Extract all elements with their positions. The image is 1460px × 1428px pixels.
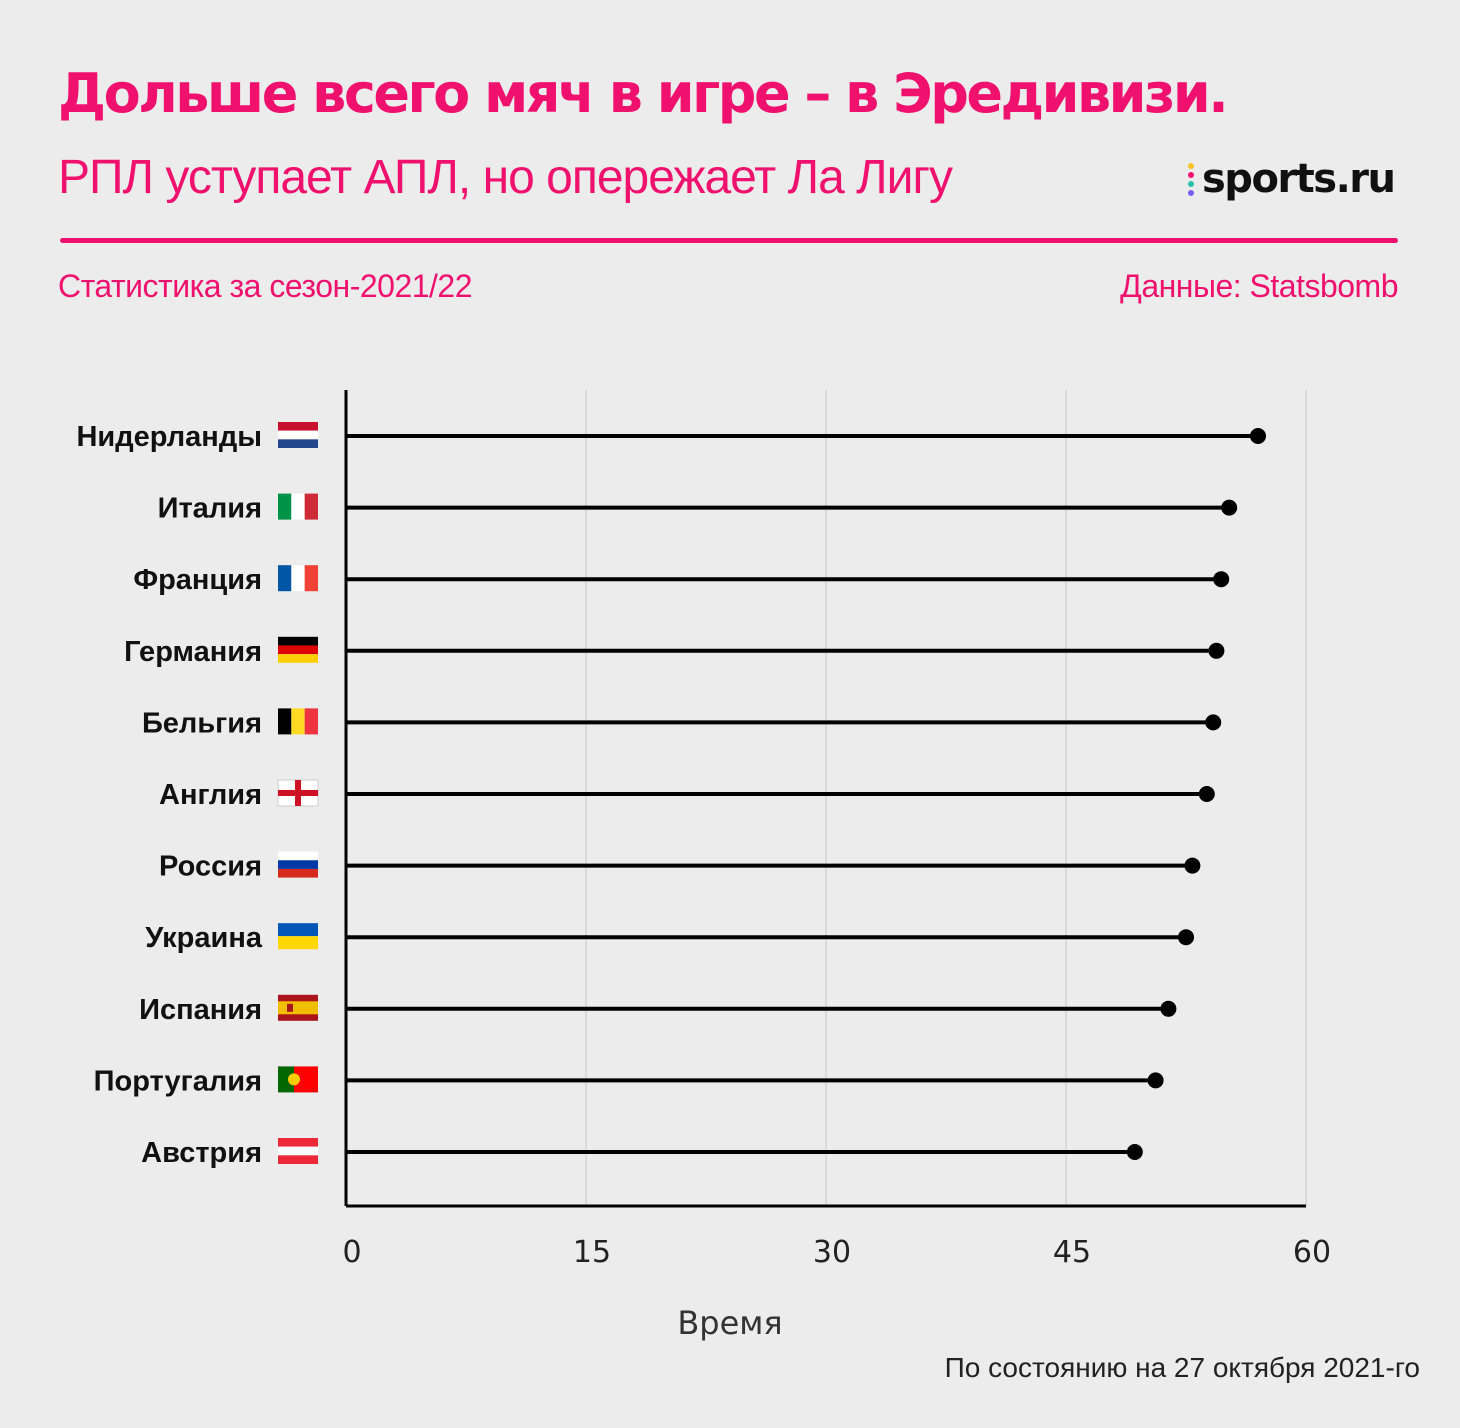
flag-stripe xyxy=(278,936,318,950)
flag-cross xyxy=(278,790,318,796)
flag-stripe xyxy=(278,1138,318,1147)
italy-flag xyxy=(278,493,318,520)
chart-title: Дольше всего мяч в игре – в Эредивизи. xyxy=(58,62,1229,125)
england-flag xyxy=(277,779,319,807)
category-label: Португалия xyxy=(94,1065,262,1097)
austria-flag xyxy=(278,1138,318,1164)
flag-stripe xyxy=(278,645,318,655)
flag-stripe xyxy=(291,493,305,520)
ukraine-flag xyxy=(278,923,318,950)
x-tick-label: 0 xyxy=(342,1235,361,1270)
lollipop-dot xyxy=(1198,786,1215,802)
logo-dots-icon xyxy=(1188,162,1194,196)
category-label: Франция xyxy=(133,564,262,596)
category-label: Италия xyxy=(158,493,262,525)
germany-flag xyxy=(278,636,318,663)
netherlands-flag xyxy=(278,422,318,448)
category-label: Испания xyxy=(139,994,262,1026)
header-divider xyxy=(60,238,1398,243)
lollipop-dot xyxy=(1208,642,1225,659)
flag-stripe xyxy=(278,422,318,431)
category-label: Германия xyxy=(124,636,262,668)
footnote: По состоянию на 27 октября 2021-го xyxy=(944,1352,1420,1383)
flag-stripe xyxy=(278,654,318,663)
flag-stripe xyxy=(304,493,318,520)
flag-stripe xyxy=(278,1001,318,1015)
flag-stripe xyxy=(304,708,318,735)
belgium-flag xyxy=(278,708,318,735)
x-tick-label: 45 xyxy=(1053,1235,1091,1270)
flag-stripe xyxy=(278,565,292,592)
season-label: Статистика за сезон-2021/22 xyxy=(58,268,473,304)
flag-stripe xyxy=(291,565,305,592)
flag-stripe xyxy=(278,430,318,440)
lollipop-dot xyxy=(1160,1000,1177,1017)
flag-stripe xyxy=(278,868,318,878)
category-label: Нидерланды xyxy=(76,421,262,453)
lollipop-dot xyxy=(1213,571,1230,588)
x-tick-label: 15 xyxy=(573,1235,611,1270)
category-label: Бельгия xyxy=(142,707,262,739)
spain-flag xyxy=(278,994,318,1021)
flag-emblem xyxy=(287,1003,293,1012)
portugal-flag xyxy=(278,1066,318,1093)
x-tick-label: 60 xyxy=(1293,1235,1331,1270)
data-source-label: Данные: Statsbomb xyxy=(1120,268,1398,304)
flag-stripe xyxy=(278,1146,318,1156)
flag-stripe xyxy=(278,860,318,869)
x-tick-label: 30 xyxy=(813,1235,851,1270)
flag-stripe xyxy=(291,708,305,735)
lollipop-dot xyxy=(1205,714,1222,731)
france-flag xyxy=(278,565,318,592)
lollipop-dot xyxy=(1126,1144,1143,1160)
flag-stripe xyxy=(278,923,318,937)
chart-subtitle: РПЛ уступает АПЛ, но опережает Ла Лигу xyxy=(58,151,953,204)
flag-stripe xyxy=(278,493,292,520)
flag-stripe xyxy=(278,636,318,646)
x-axis-title: Время xyxy=(677,1304,782,1342)
russia-flag xyxy=(278,851,318,878)
category-label: Украина xyxy=(145,922,263,954)
category-label: Англия xyxy=(159,779,262,811)
flag-stripe xyxy=(278,439,318,448)
lollipop-dot xyxy=(1147,1072,1164,1089)
flag-stripe xyxy=(278,1066,294,1093)
logo-text: sports.ru xyxy=(1202,156,1396,202)
lollipop-dot xyxy=(1250,428,1266,444)
lollipop-dot xyxy=(1178,929,1194,946)
flag-emblem xyxy=(288,1073,300,1086)
category-label: Австрия xyxy=(141,1137,262,1169)
lollipop-dot xyxy=(1221,499,1238,516)
flag-stripe xyxy=(278,708,292,735)
flag-stripe xyxy=(278,851,318,861)
lollipop-dot xyxy=(1184,857,1201,874)
sports-ru-logo: sports.ru xyxy=(1188,156,1396,202)
flag-stripe xyxy=(278,1155,318,1164)
flag-stripe xyxy=(304,565,318,592)
category-label: Россия xyxy=(159,851,262,883)
